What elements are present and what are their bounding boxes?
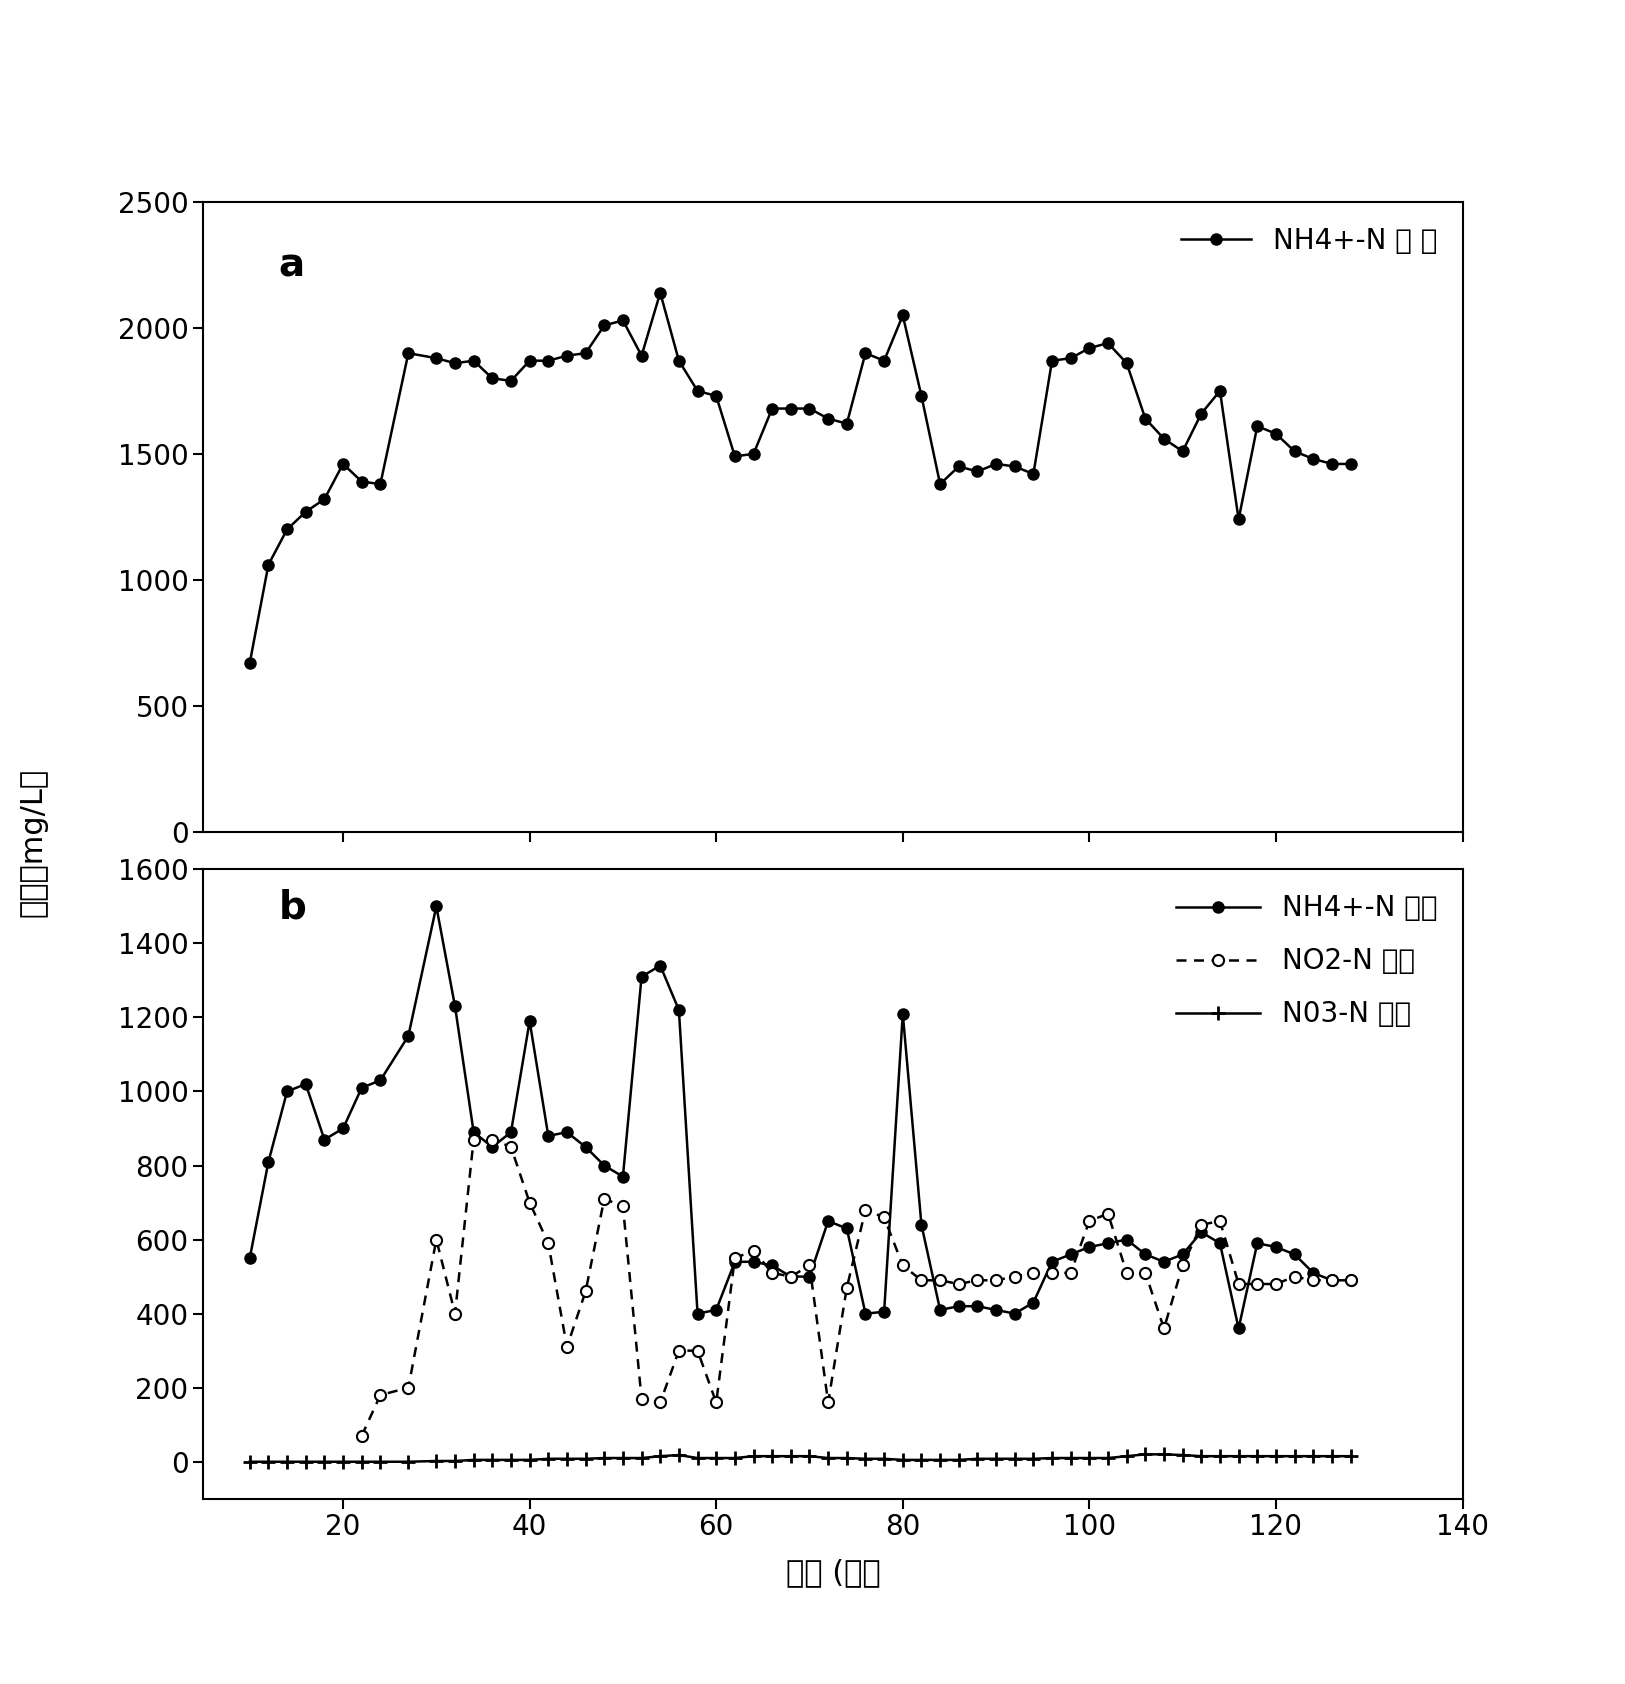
Text: b: b: [280, 887, 307, 926]
NH4+-N 进 水: [278, 519, 297, 539]
NH4+-N 出水: [557, 1122, 577, 1142]
N03-N 出水: [353, 1452, 372, 1472]
NO2-N 出水: [463, 1130, 483, 1150]
NH4+-N 出水: [278, 1081, 297, 1101]
NO2-N 出水: [353, 1426, 372, 1447]
NH4+-N 出水: [427, 896, 447, 916]
NH4+-N 进 水: [1061, 349, 1081, 369]
NH4+-N 进 水: [427, 349, 447, 369]
NH4+-N 进 水: [1341, 453, 1360, 473]
Line: N03-N 出水: N03-N 出水: [242, 1447, 1357, 1468]
NH4+-N 进 水: [837, 414, 856, 434]
N03-N 出水: [819, 1448, 838, 1468]
NH4+-N 进 水: [353, 472, 372, 492]
NH4+-N 出水: [445, 997, 465, 1017]
N03-N 出水: [1341, 1447, 1360, 1467]
Legend: NH4+-N 出水, NO2-N 出水, N03-N 出水: NH4+-N 出水, NO2-N 出水, N03-N 出水: [1165, 882, 1448, 1039]
Legend: NH4+-N 进 水: NH4+-N 进 水: [1170, 216, 1448, 266]
NH4+-N 出水: [1341, 1270, 1360, 1290]
NH4+-N 出水: [1061, 1244, 1081, 1265]
NO2-N 出水: [650, 1393, 669, 1413]
NH4+-N 进 水: [650, 283, 669, 303]
NO2-N 出水: [967, 1270, 986, 1290]
Line: NH4+-N 进 水: NH4+-N 进 水: [244, 288, 1357, 669]
X-axis label: 时间 (天）: 时间 (天）: [785, 1558, 881, 1586]
N03-N 出水: [1042, 1448, 1061, 1468]
NO2-N 出水: [949, 1273, 968, 1293]
N03-N 出水: [538, 1448, 557, 1468]
Text: a: a: [280, 246, 306, 285]
Text: 浓度（mg/L）: 浓度（mg/L）: [18, 768, 47, 916]
NH4+-N 出水: [353, 1078, 372, 1098]
NH4+-N 进 水: [538, 350, 557, 370]
NH4+-N 出水: [837, 1218, 856, 1238]
NH4+-N 出水: [1228, 1319, 1248, 1339]
NO2-N 出水: [1136, 1263, 1155, 1283]
N03-N 出水: [278, 1452, 297, 1472]
N03-N 出水: [240, 1452, 260, 1472]
N03-N 出水: [1136, 1445, 1155, 1465]
Line: NH4+-N 出水: NH4+-N 出水: [244, 901, 1357, 1334]
NO2-N 出水: [1004, 1266, 1024, 1287]
Line: NO2-N 出水: NO2-N 出水: [356, 1133, 1357, 1442]
NO2-N 出水: [1248, 1273, 1268, 1293]
NH4+-N 进 水: [240, 653, 260, 674]
NO2-N 出水: [1341, 1270, 1360, 1290]
N03-N 出水: [427, 1452, 447, 1472]
NH4+-N 出水: [240, 1248, 260, 1268]
